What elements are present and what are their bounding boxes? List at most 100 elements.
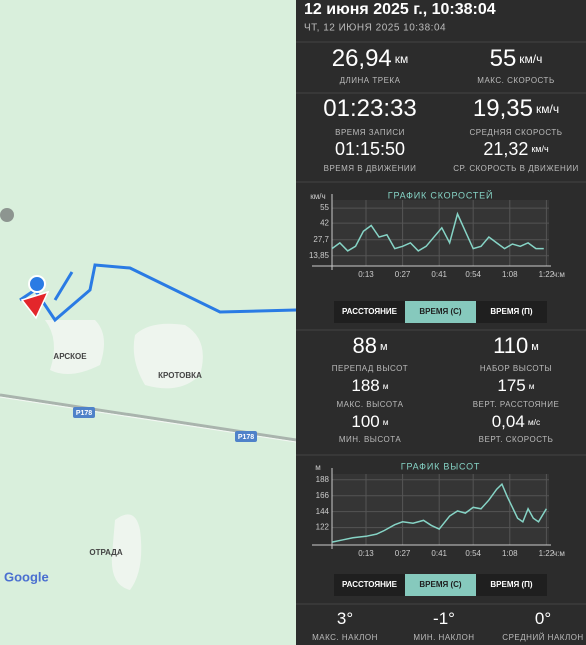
header-subtitle: ЧТ, 12 ИЮНЯ 2025 10:38:04 [304,23,446,34]
map-label: АРСКОЕ [53,352,87,361]
tab-label[interactable]: ВРЕМЯ (С) [419,307,462,316]
x-tick-label: 1:22 [539,549,555,558]
tab-label[interactable]: ВРЕМЯ (П) [490,307,533,316]
stat-label: ВЕРТ. СКОРОСТЬ [479,435,554,444]
stat-label: СРЕДНИЙ НАКЛОН [502,633,583,642]
village-area [45,320,104,374]
stat-unit: м [531,341,539,353]
stat-label: МАКС. НАКЛОН [312,633,378,642]
stat-label: ДЛИНА ТРЕКА [340,76,401,85]
tab-button[interactable] [334,301,405,323]
stat-value: 175 м [497,376,534,395]
track [53,271,74,301]
tab-button[interactable] [405,301,476,323]
data-line [331,482,548,543]
stat-number: 88 [352,333,376,358]
x-tick-label: 0:13 [358,270,374,279]
data-line [331,211,544,252]
stat-unit: м [383,417,389,427]
x-tick-label: 0:54 [465,549,481,558]
stat-label: ПЕРЕПАД ВЫСОТ [332,364,408,373]
x-tick-label: 0:27 [395,270,411,279]
y-tick-label: 188 [316,475,330,484]
stat-number: 3° [337,609,353,628]
stat-value: 01:23:33 [323,95,416,122]
stat-unit: км/ч [519,52,542,66]
stat-label: МИН. ВЫСОТА [339,435,402,444]
stat-number: 188 [351,376,379,395]
stat-label: ВРЕМЯ ЗАПИСИ [335,128,405,137]
x-tick-label: 0:13 [358,549,374,558]
y-tick-label: 55 [320,203,329,212]
tab-button[interactable] [334,574,405,596]
map[interactable] [0,0,297,645]
x-tick-label: 1:08 [502,549,518,558]
stat-unit: км [395,52,409,66]
stat-value: 01:15:50 [335,139,405,159]
village-area [111,514,142,590]
map-label: Р178 [76,410,92,417]
stat-label: СРЕДНЯЯ СКОРОСТЬ [469,128,562,137]
x-tick-label: 0:41 [431,549,447,558]
tab-label[interactable]: РАССТОЯНИЕ [342,307,398,316]
stat-number: 175 [497,376,525,395]
stat-label: ВЕРТ. РАССТОЯНИЕ [473,400,560,409]
stat-value: 21,32 км/ч [483,139,549,159]
y-tick-label: 13,85 [309,251,330,260]
direction-arrow [20,290,50,320]
poi-icon[interactable] [0,208,14,222]
stat-value: 188 м [351,376,388,395]
y-unit: км/ч [310,192,325,201]
stat-number: 55 [490,45,517,72]
x-tick-label: 0:41 [431,270,447,279]
stat-value: 19,35 км/ч [473,95,559,122]
road-shield [235,431,257,442]
map-label: Р178 [238,434,254,441]
stat-number: 0,04 [492,412,525,431]
stat-value: 0,04 м/с [492,412,541,431]
road-shield [73,407,95,418]
stat-value: -1° [433,609,455,628]
plot-area [332,200,549,266]
stat-unit: км/ч [536,102,559,116]
stat-number: 110 [493,333,528,358]
header-title: 12 июня 2025 г., 10:38:04 [304,1,496,18]
chart-title: ГРАФИК СКОРОСТЕЙ [388,189,493,200]
stat-number: 01:15:50 [335,139,405,159]
stat-unit: м [383,381,389,391]
map-label: КРОТОВКА [158,371,202,380]
tab-label[interactable]: РАССТОЯНИЕ [342,580,398,589]
tab-label[interactable]: ВРЕМЯ (С) [419,580,462,589]
x-tick-label: 0:54 [465,270,481,279]
y-unit: м [315,463,321,472]
location-pin[interactable] [28,275,46,293]
stat-label: МАКС. СКОРОСТЬ [477,76,554,85]
stat-number: 21,32 [483,139,528,159]
map-label: ОТРАДА [89,548,123,557]
stat-label: МАКС. ВЫСОТА [337,400,404,409]
stat-number: 01:23:33 [323,95,416,122]
stat-unit: км/ч [531,144,549,154]
stat-label: ВРЕМЯ В ДВИЖЕНИИ [324,164,417,173]
village-area [133,323,203,389]
stat-number: -1° [433,609,455,628]
y-tick-label: 42 [320,218,329,227]
x-tick-label: 0:27 [395,549,411,558]
y-tick-label: 27,7 [313,235,329,244]
tab-label[interactable]: ВРЕМЯ (П) [490,580,533,589]
stat-value: 110 м [493,333,539,358]
plot-area [332,474,549,545]
y-tick-label: 144 [316,507,330,516]
stat-value: 0° [535,609,551,628]
stat-value: 55 км/ч [490,45,543,72]
tab-button[interactable] [476,301,547,323]
stat-label: МИН. НАКЛОН [413,633,474,642]
tab-button[interactable] [476,574,547,596]
stat-number: 0° [535,609,551,628]
map-background [0,0,296,645]
chart-title: ГРАФИК ВЫСОТ [401,461,480,471]
tab-button[interactable] [405,574,476,596]
stat-unit: м [529,381,535,391]
stat-value: 100 м [351,412,388,431]
